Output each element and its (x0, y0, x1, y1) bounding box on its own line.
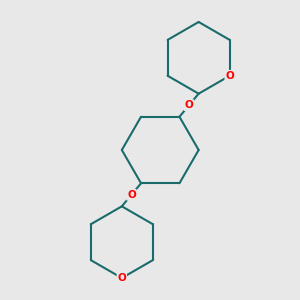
Text: O: O (225, 71, 234, 81)
Text: O: O (127, 190, 136, 200)
Text: O: O (118, 273, 126, 283)
Text: O: O (185, 100, 194, 110)
